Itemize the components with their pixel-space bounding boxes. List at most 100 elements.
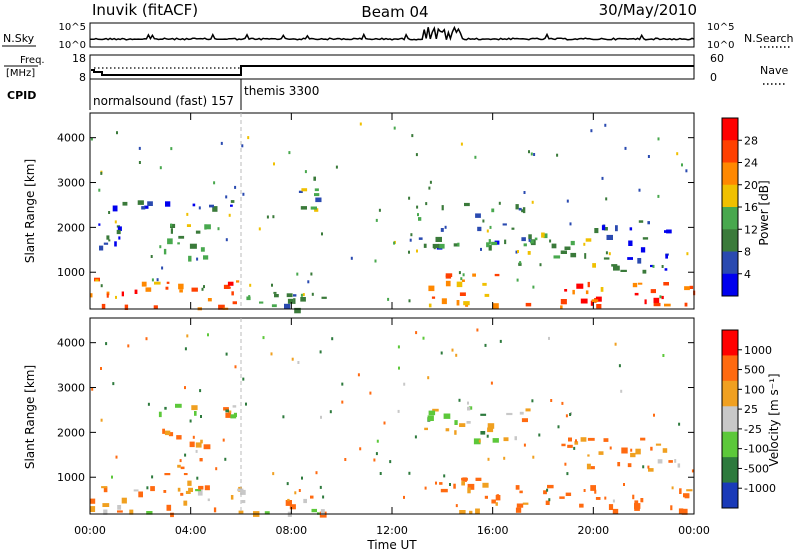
heatmap-cell: [178, 235, 185, 239]
velocity-y-axis: 1000 2000 3000 4000: [57, 337, 694, 484]
freq-tick-top: 18: [72, 52, 86, 65]
heatmap-cell: [374, 259, 377, 263]
heatmap-cell: [410, 233, 413, 237]
heatmap-cell: [236, 280, 240, 283]
heatmap-cell: [133, 489, 139, 492]
heatmap-cell: [301, 476, 303, 480]
heatmap-cell: [671, 486, 674, 490]
heatmap-cell: [565, 492, 572, 496]
heatmap-cell: [198, 206, 201, 210]
heatmap-cell: [209, 204, 214, 208]
heatmap-cell: [105, 342, 108, 346]
heatmap-cell: [192, 203, 196, 207]
heatmap-cell: [583, 489, 586, 492]
heatmap-cell: [519, 490, 523, 494]
heatmap-cell: [241, 144, 244, 148]
heatmap-cell: [270, 352, 273, 356]
heatmap-cell: [642, 237, 649, 240]
heatmap-cell: [203, 444, 211, 450]
heatmap-cell: [596, 304, 602, 309]
heatmap-cell: [103, 486, 108, 493]
heatmap-cell: [567, 444, 573, 448]
heatmap-cell: [378, 208, 381, 212]
heatmap-cell: [630, 452, 636, 458]
heatmap-cell: [498, 201, 501, 205]
heatmap-cell: [225, 409, 229, 413]
heatmap-cell: [462, 273, 465, 277]
heatmap-cell: [523, 243, 527, 247]
heatmap-cell: [438, 243, 445, 249]
colorbar-swatch: [722, 184, 738, 208]
heatmap-cell: [459, 292, 466, 296]
nsearch-label: N.Search: [744, 32, 794, 45]
heatmap-cell: [191, 287, 198, 292]
heatmap-cell: [609, 446, 612, 450]
nsearch-tick-bottom: 10^0: [707, 40, 734, 51]
heatmap-cell: [293, 298, 296, 304]
heatmap-cell: [408, 250, 410, 254]
heatmap-cell: [230, 495, 234, 500]
x-tick-label: 08:00: [275, 524, 307, 537]
heatmap-cell: [548, 336, 550, 340]
heatmap-cell: [101, 486, 108, 489]
heatmap-cell: [519, 411, 524, 415]
heatmap-cell: [541, 232, 545, 238]
heatmap-cell: [454, 420, 458, 425]
heatmap-cell: [141, 281, 147, 287]
heatmap-cell: [487, 457, 490, 461]
heatmap-cell: [486, 434, 489, 438]
heatmap-cell: [307, 280, 310, 284]
heatmap-cell: [445, 280, 451, 287]
heatmap-cell: [294, 307, 301, 314]
heatmap-cell: [666, 229, 672, 234]
heatmap-cell: [90, 137, 93, 141]
heatmap-cell: [147, 201, 153, 206]
heatmap-cell: [274, 294, 279, 298]
heatmap-cell: [212, 206, 218, 212]
heatmap-cell: [103, 242, 109, 245]
heatmap-cell: [230, 414, 237, 419]
heatmap-cell: [476, 328, 479, 332]
heatmap-cell: [429, 180, 432, 184]
heatmap-cell: [444, 225, 447, 229]
date-title: 30/May/2010: [599, 1, 697, 19]
freq-label-2: [MHz]: [6, 68, 35, 79]
heatmap-cell: [341, 400, 344, 404]
heatmap-cell: [662, 448, 668, 453]
heatmap-cell: [451, 348, 454, 352]
heatmap-cell: [90, 506, 96, 512]
heatmap-cell: [519, 261, 522, 265]
heatmap-cell: [459, 423, 466, 427]
heatmap-cell: [525, 302, 532, 307]
heatmap-cell: [440, 351, 443, 355]
heatmap-cell: [449, 483, 451, 486]
heatmap-cell: [112, 205, 118, 212]
y-tick-label: 2000: [57, 426, 85, 439]
heatmap-cell: [590, 485, 596, 491]
heatmap-cell: [642, 269, 647, 274]
heatmap-cell: [156, 278, 159, 282]
nsky-label: N.Sky: [3, 32, 35, 45]
heatmap-cell: [506, 412, 513, 416]
heatmap-cell: [453, 243, 459, 247]
colorbar-tick-label: -500: [744, 462, 769, 475]
heatmap-cell: [435, 481, 437, 485]
heatmap-cell: [121, 497, 127, 504]
heatmap-cell: [224, 286, 231, 289]
power-colorbar: 28 24 20 16 12 8 4: [721, 117, 758, 297]
heatmap-cell: [431, 296, 436, 299]
heatmap-cell: [627, 463, 632, 468]
heatmap-cell: [560, 250, 567, 254]
heatmap-cell: [605, 197, 608, 201]
heatmap-cell: [291, 357, 294, 361]
heatmap-cell: [427, 376, 430, 380]
heatmap-cell: [177, 487, 181, 492]
heatmap-cell: [676, 152, 679, 156]
heatmap-cell: [424, 427, 428, 431]
heatmap-cell: [207, 298, 212, 302]
heatmap-cell: [320, 509, 325, 515]
heatmap-cell: [393, 241, 396, 245]
heatmap-cell: [679, 488, 682, 494]
heatmap-cell: [677, 463, 681, 468]
cpid-row: CPID normalsound (fast) 157 themis 3300: [7, 79, 319, 110]
